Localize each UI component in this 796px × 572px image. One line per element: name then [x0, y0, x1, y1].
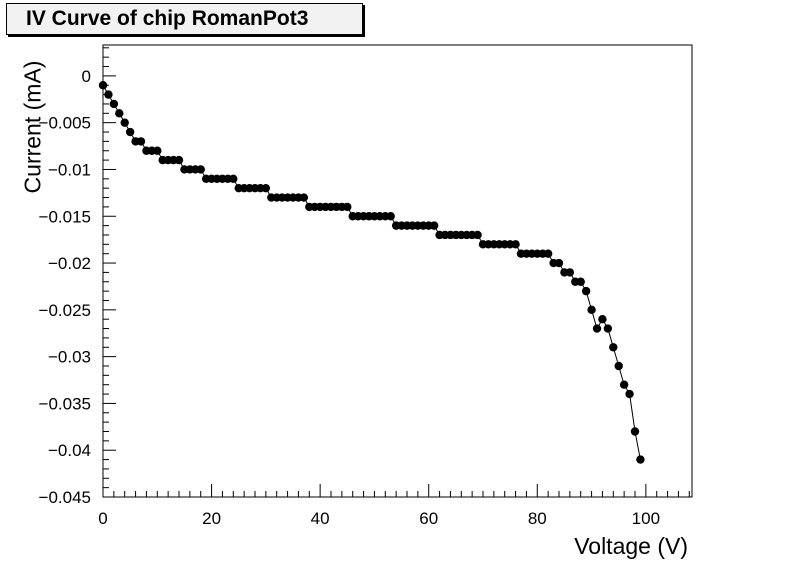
chart-title: IV Curve of chip RomanPot3 — [6, 3, 363, 35]
tick-labels: 0 20 40 60 80 100 0 −0.005 −0.01 −0.015 −0.02 −0.02… — [39, 67, 661, 528]
data-point — [109, 99, 119, 109]
data-point — [581, 286, 591, 296]
x-tick-label: 40 — [311, 509, 330, 528]
y-tick-label: −0.045 — [39, 488, 91, 507]
x-tick-label: 0 — [98, 509, 107, 528]
data-point — [261, 183, 271, 193]
data-point — [603, 324, 613, 333]
y-tick-label: −0.04 — [48, 441, 91, 460]
data-point — [196, 165, 205, 174]
y-tick-label: −0.015 — [39, 207, 91, 226]
data-point — [554, 258, 564, 268]
y-tick-label: −0.01 — [48, 160, 91, 179]
data-point — [98, 81, 108, 90]
x-tick-label: 60 — [419, 509, 438, 528]
data-point — [625, 389, 634, 399]
x-tick-label: 100 — [632, 509, 660, 528]
data-point — [619, 380, 629, 389]
y-axis-label: Current (mA) — [19, 60, 46, 194]
data-point — [543, 249, 553, 258]
data-point — [136, 137, 146, 146]
y-tick-label: −0.035 — [39, 394, 91, 413]
data-point — [153, 146, 162, 155]
plot-frame — [102, 44, 693, 498]
data-point — [125, 127, 135, 137]
y-tick-label: 0 — [82, 67, 91, 86]
data-point — [174, 155, 184, 165]
data-point — [609, 343, 618, 352]
x-tick-label: 20 — [202, 509, 221, 528]
data-point — [343, 202, 352, 212]
data-point — [299, 193, 309, 202]
data-point — [614, 361, 623, 371]
y-tick-label: −0.025 — [39, 301, 91, 320]
data-point — [576, 277, 585, 286]
x-axis-label: Voltage (V) — [574, 533, 688, 559]
data-point — [229, 174, 238, 184]
y-tick-label: −0.005 — [39, 114, 91, 133]
data-point — [511, 240, 520, 249]
y-tick-label: −0.02 — [48, 254, 91, 273]
data-point — [104, 90, 113, 99]
data-point — [630, 427, 640, 436]
data-markers — [98, 81, 645, 464]
data-point — [592, 324, 602, 333]
y-tick-label: −0.03 — [48, 348, 91, 367]
data-point — [115, 109, 124, 118]
data-point — [473, 230, 482, 240]
x-tick-label: 80 — [528, 509, 547, 528]
data-point — [598, 314, 607, 324]
data-point — [429, 221, 439, 230]
data-point — [587, 305, 596, 315]
axis-ticks — [102, 47, 690, 498]
data-point — [386, 212, 395, 221]
data-point — [636, 455, 645, 464]
data-point — [565, 268, 575, 277]
data-point — [120, 118, 129, 127]
